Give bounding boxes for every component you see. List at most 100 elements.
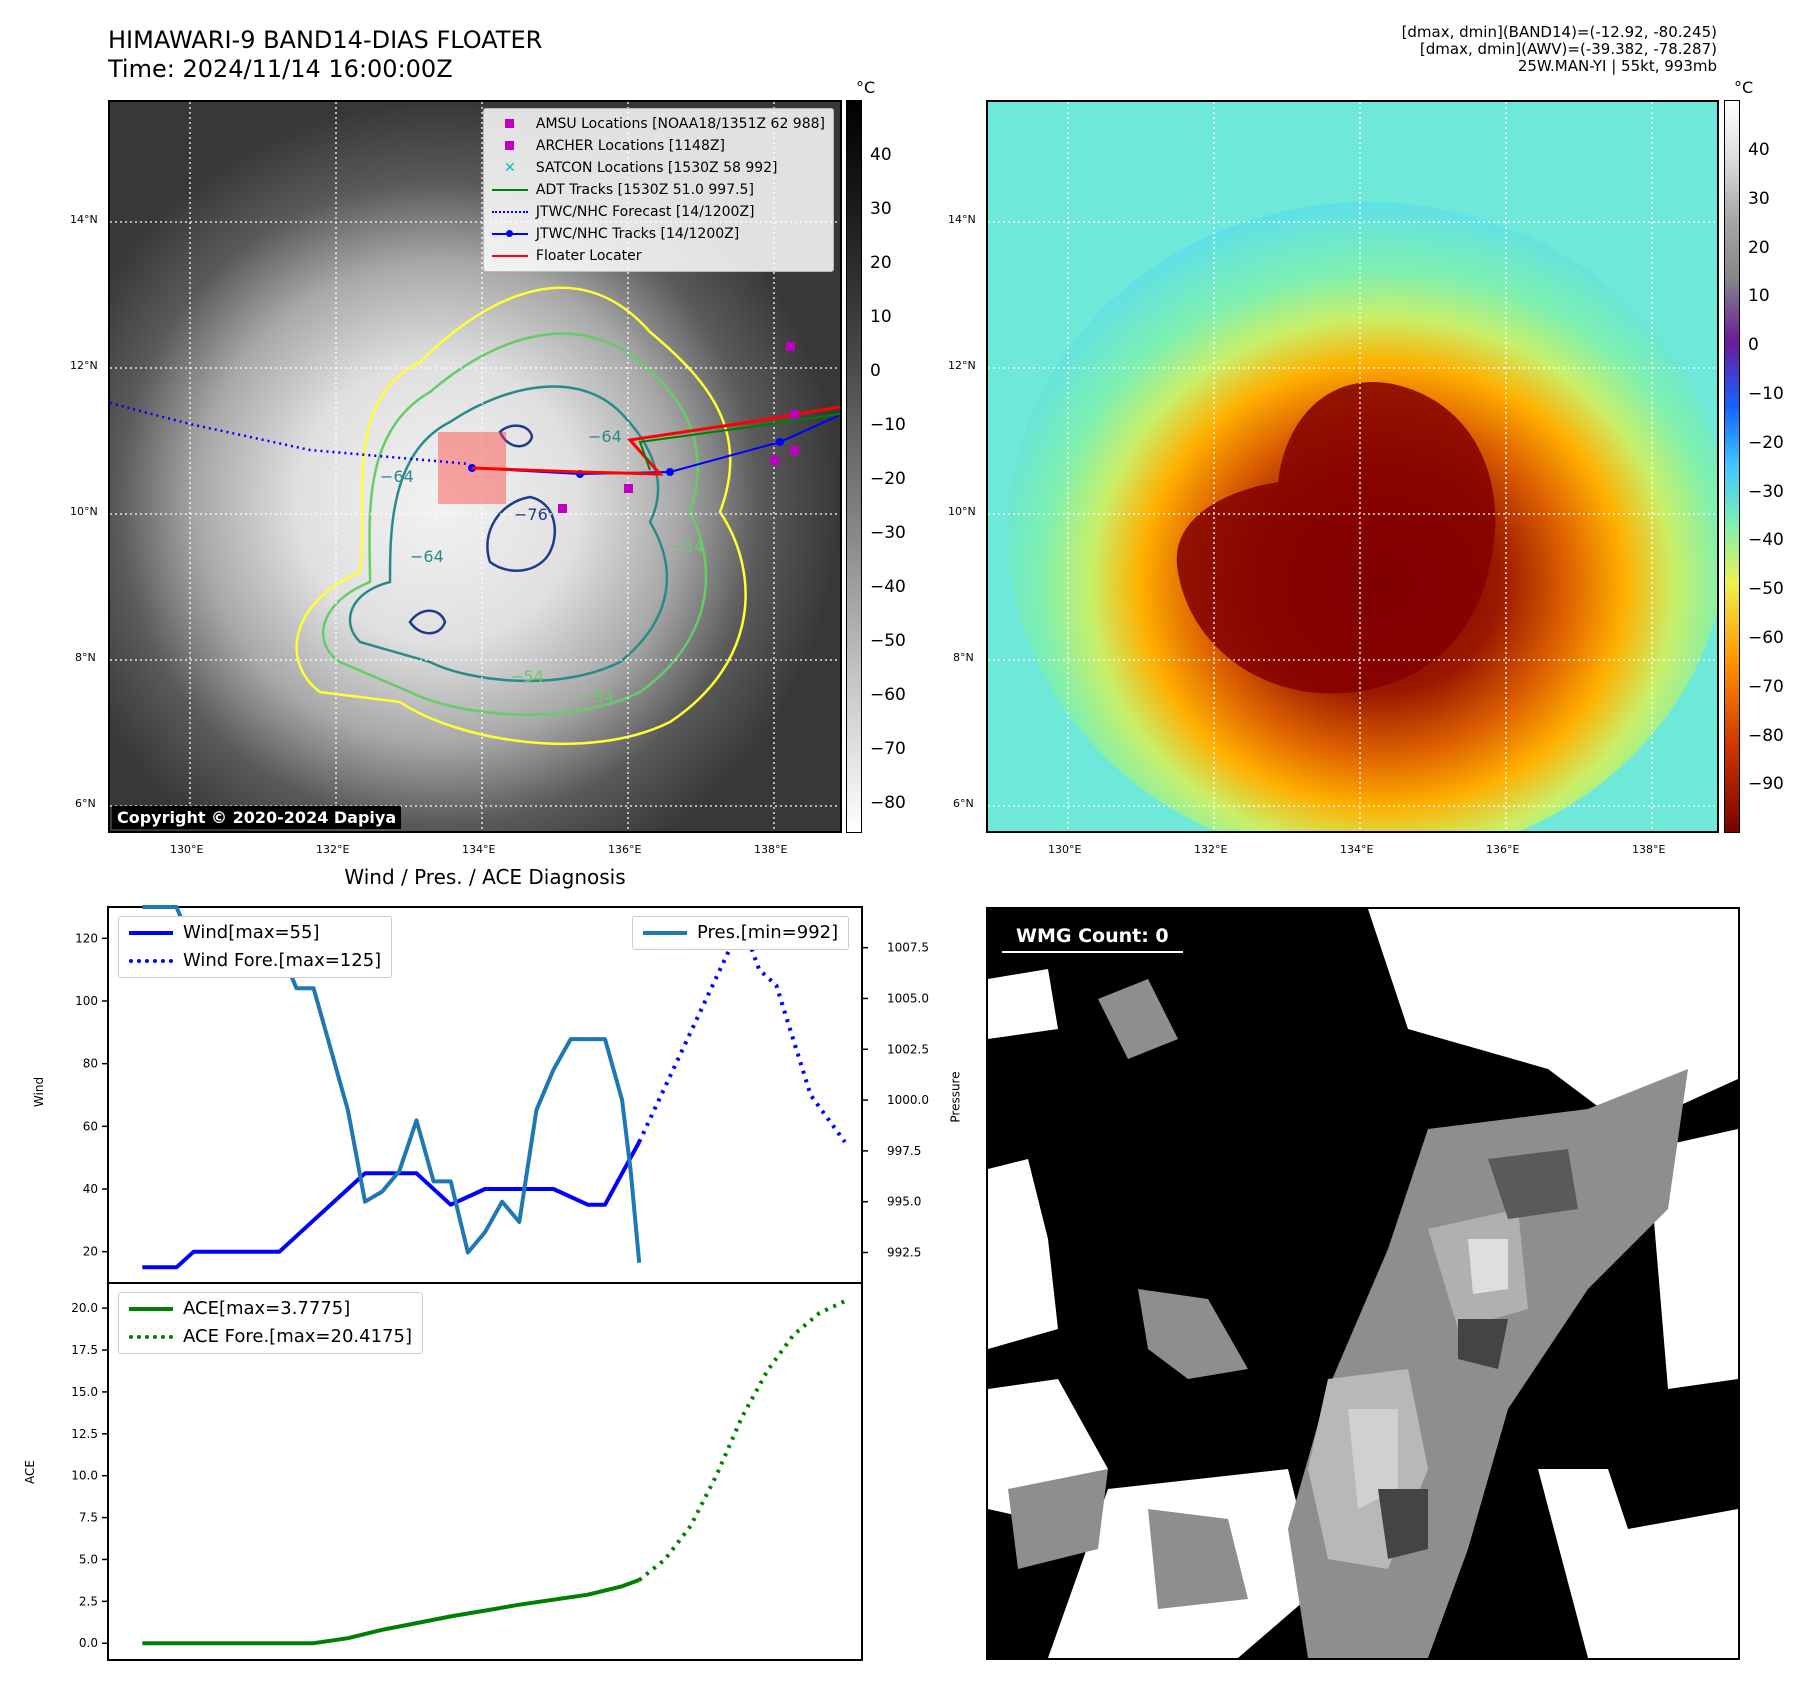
wmg-count: WMG Count: 0: [1002, 921, 1183, 953]
legend-ace: ACE[max=3.7775]: [129, 1295, 412, 1323]
pressure-ytick-label: 995.0: [887, 1195, 921, 1209]
awv-cbar-tick: −30: [1748, 482, 1784, 502]
ir-cbar-tick: −10: [870, 415, 906, 435]
contour-yellow: [295, 286, 747, 746]
awv-gridlines: [988, 102, 1717, 831]
legend-ace-forecast: ACE Fore.[max=20.4175]: [129, 1323, 412, 1351]
diagnosis-title: Wind / Pres. / ACE Diagnosis: [344, 865, 626, 889]
ir-cbar-tick: 40: [870, 145, 892, 165]
ace-ytick-label: 7.5: [79, 1511, 98, 1525]
contour-teal: [348, 385, 669, 683]
contour-navy-1: [486, 495, 557, 572]
ir-cbar-tick: −20: [870, 469, 906, 489]
awv-cbar-tick: −70: [1748, 677, 1784, 697]
wind-ytick-label: 100: [75, 994, 98, 1008]
contour-labels: −64 −76 −64 −54 −54 −54 −64: [380, 427, 704, 706]
legend-pressure: Pres.[min=992]: [643, 919, 838, 947]
ir-cbar-tick: −40: [870, 577, 906, 597]
awv-cbar-tick: −60: [1748, 628, 1784, 648]
lon-label: 134°E: [1340, 843, 1374, 856]
awv-cbar-tick: −80: [1748, 726, 1784, 746]
wind-ytick-label: 20: [83, 1245, 98, 1259]
ace-legend: ACE[max=3.7775] ACE Fore.[max=20.4175]: [118, 1292, 423, 1354]
awv-imagery: [988, 102, 1717, 831]
legend-satcon: ✕ SATCON Locations [1530Z 58 992]: [504, 160, 778, 176]
lon-label: 132°E: [1194, 843, 1228, 856]
awv-cbar-tick: 10: [1748, 286, 1770, 306]
ir-colorbar: [846, 100, 862, 833]
lon-label: 130°E: [1048, 843, 1082, 856]
amsu-marker: [770, 456, 779, 465]
ace-ytick-label: 0.0: [79, 1636, 98, 1650]
legend-amsu: AMSU Locations [NOAA18/1351Z 62 988]: [492, 113, 825, 135]
ir-map-panel: −64 −76 −64 −54 −54 −54 −64 AMSU Locatio…: [108, 100, 842, 833]
pressure-ytick-label: 992.5: [887, 1246, 921, 1260]
pressure-ytick-label: 1002.5: [887, 1042, 929, 1056]
ace-ytick-label: 17.5: [71, 1343, 98, 1357]
contour-label: −76: [514, 505, 548, 524]
lat-label: 8°N: [75, 651, 96, 664]
ir-cbar-tick: 30: [870, 199, 892, 219]
contour-label: −64: [410, 547, 444, 566]
wind-ytick-label: 60: [83, 1119, 98, 1133]
series-line-ace-fore: [637, 1299, 846, 1582]
wmg-imagery: [988, 909, 1738, 1658]
lon-label: 132°E: [316, 843, 350, 856]
contour-label: −54: [580, 687, 614, 706]
awv-cbar-tick: −90: [1748, 774, 1784, 794]
series-line-ace: [142, 1578, 640, 1646]
ace-ytick-label: 15.0: [71, 1385, 98, 1399]
wmg-panel: WMG Count: 0: [986, 907, 1740, 1660]
ace-ytick-label: 10.0: [71, 1469, 98, 1483]
lon-label: 138°E: [1632, 843, 1666, 856]
jtwc-track-point: [776, 438, 784, 446]
storm-info: 25W.MAN-YI | 55kt, 993mb: [1517, 57, 1717, 75]
series-line-wind-fore: [637, 920, 847, 1144]
ace-ytick-label: 12.5: [71, 1427, 98, 1441]
ir-cbar-tick: −70: [870, 739, 906, 759]
lon-label: 134°E: [462, 843, 496, 856]
contour-label: −54: [670, 537, 704, 556]
ace-ytick-label: 5.0: [79, 1552, 98, 1566]
awv-cbar-tick: 30: [1748, 189, 1770, 209]
awv-colorbar: [1724, 100, 1740, 833]
pressure-legend: Pres.[min=992]: [632, 916, 850, 950]
ir-cbar-tick: −50: [870, 631, 906, 651]
intensity-info: [dmax, dmin](BAND14)=(-12.92, -80.245) […: [1402, 24, 1717, 75]
timestamp: Time: 2024/11/14 16:00:00Z: [108, 55, 453, 83]
archer-marker: [624, 484, 633, 493]
legend-adt: ADT Tracks [1530Z 51.0 997.5]: [491, 179, 825, 201]
lon-label: 136°E: [608, 843, 642, 856]
ir-cbar-tick: 0: [870, 361, 881, 381]
pressure-ytick-label: 1000.0: [887, 1093, 929, 1107]
lat-label: 6°N: [953, 797, 974, 810]
satellite-title: HIMAWARI-9 BAND14-DIAS FLOATER: [108, 26, 543, 54]
contour-green: [322, 332, 708, 716]
ir-cbar-tick: 10: [870, 307, 892, 327]
legend-wind: Wind[max=55]: [129, 919, 381, 947]
copyright: Copyright © 2020-2024 Dapiya: [112, 806, 402, 829]
ir-cbar-tick: −30: [870, 523, 906, 543]
pressure-ytick-label: 1007.5: [887, 941, 929, 955]
figure-title: HIMAWARI-9 BAND14-DIAS FLOATER Time: 202…: [108, 26, 542, 84]
lat-label: 10°N: [948, 505, 976, 518]
awv-range: [dmax, dmin](AWV)=(-39.382, -78.287): [1419, 40, 1717, 58]
contour-navy-2: [408, 609, 447, 635]
pressure-ytick-label: 1005.0: [887, 991, 929, 1005]
series-line-wind: [142, 1141, 641, 1270]
awv-cbar-tick: 40: [1748, 140, 1770, 160]
awv-core: [1176, 382, 1496, 694]
lat-label: 12°N: [948, 359, 976, 372]
band14-range: [dmax, dmin](BAND14)=(-12.92, -80.245): [1401, 23, 1717, 41]
jtwc-track-point: [666, 468, 674, 476]
lat-label: 8°N: [953, 651, 974, 664]
pressure-ylabel: Pressure: [948, 1071, 963, 1123]
contour-label: −54: [510, 667, 544, 686]
legend-wind-forecast: Wind Fore.[max=125]: [129, 947, 381, 975]
ir-cbar-tick: 20: [870, 253, 892, 273]
jtwc-forecast-track: [110, 401, 471, 466]
legend-jtwc-tracks: JTWC/NHC Tracks [14/1200Z]: [491, 223, 825, 245]
lat-label: 10°N: [70, 505, 98, 518]
ir-legend: AMSU Locations [NOAA18/1351Z 62 988] ARC…: [482, 108, 834, 272]
ir-cbar-tick: −80: [870, 793, 906, 813]
